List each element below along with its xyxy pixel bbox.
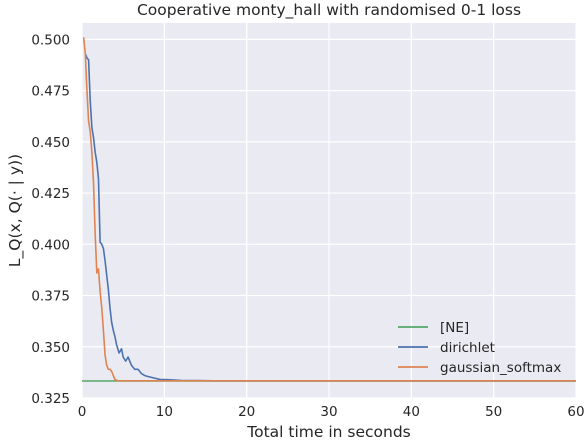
x-tick-label: 50 (485, 404, 502, 420)
x-tick-label: 30 (320, 404, 337, 420)
x-tick-label: 20 (238, 404, 255, 420)
legend-label: gaussian_softmax (440, 360, 561, 376)
legend-label: [NE] (440, 320, 469, 336)
series-line-gaussian-softmax (82, 37, 576, 382)
x-tick-label: 10 (156, 404, 173, 420)
y-tick-label: 0.350 (31, 340, 70, 356)
x-tick-label: 40 (403, 404, 420, 420)
tick-labels: 0 10 20 30 40 50 60 0.325 0.350 0.375 0.400 0.425 0.… (31, 32, 584, 420)
y-tick-label: 0.475 (31, 84, 70, 100)
chart-title: Cooperative monty_hall with randomised 0… (137, 1, 521, 20)
x-axis-label: Total time in seconds (246, 423, 410, 441)
x-tick-label: 60 (567, 404, 584, 420)
legend: [NE] dirichlet gaussian_softmax (398, 320, 561, 376)
y-tick-label: 0.500 (31, 32, 70, 48)
x-tick-label: 0 (78, 404, 87, 420)
legend-label: dirichlet (440, 340, 495, 356)
y-tick-label: 0.325 (31, 391, 70, 407)
series-layer (82, 37, 576, 382)
y-tick-label: 0.375 (31, 289, 70, 305)
grid (81, 23, 577, 399)
y-tick-label: 0.425 (31, 186, 70, 202)
y-axis-label: L_Q(x, Q(· | y)) (6, 154, 25, 267)
y-tick-label: 0.400 (31, 237, 70, 253)
y-tick-label: 0.450 (31, 135, 70, 151)
